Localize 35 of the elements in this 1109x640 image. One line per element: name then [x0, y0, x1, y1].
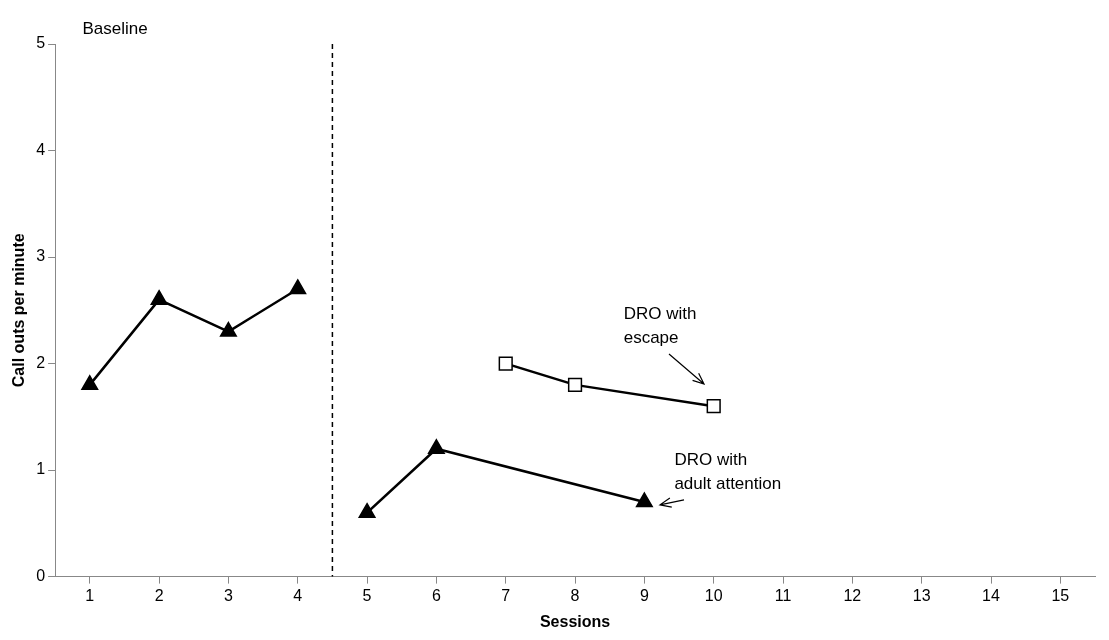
- x-tick-label: 10: [704, 586, 723, 604]
- point: [219, 321, 237, 337]
- point: [635, 492, 653, 508]
- x-tick-label: 9: [639, 586, 649, 604]
- point: [498, 356, 513, 371]
- x-tick-label: 1: [85, 586, 95, 604]
- x-axis-title: Sessions: [539, 612, 611, 630]
- x-tick-label: 4: [293, 586, 303, 604]
- y-tick-label: 0: [36, 567, 46, 585]
- y-tick-label: 3: [36, 247, 46, 265]
- y-tick-label: 5: [36, 34, 46, 52]
- x-tick-label: 11: [774, 586, 792, 604]
- point: [427, 439, 445, 455]
- x-tick-label: 8: [570, 586, 580, 604]
- x-tick-label: 7: [501, 586, 511, 604]
- x-tick-label: 5: [362, 586, 372, 604]
- y-axis-title: Call outs per minute: [10, 233, 28, 388]
- point: [289, 279, 307, 295]
- x-tick-label: 14: [982, 586, 1001, 604]
- text: DRO with escape: [623, 304, 697, 348]
- point: [567, 377, 583, 392]
- y-tick-label: 1: [36, 460, 46, 478]
- x-tick-label: 6: [431, 586, 441, 604]
- point: [358, 502, 376, 518]
- y-tick-label: 2: [36, 353, 46, 371]
- y-tick-label: 4: [36, 140, 46, 158]
- x-tick-label: 13: [912, 586, 931, 604]
- x-tick-label: 12: [843, 586, 862, 604]
- x-tick-label: 2: [154, 586, 164, 604]
- series-label: DRO with adult attention: [674, 450, 782, 494]
- text: Baseline: [82, 19, 148, 39]
- point: [81, 375, 99, 391]
- x-tick-label: 15: [1051, 586, 1070, 604]
- point: [150, 289, 168, 305]
- x-tick-label: 3: [223, 586, 233, 604]
